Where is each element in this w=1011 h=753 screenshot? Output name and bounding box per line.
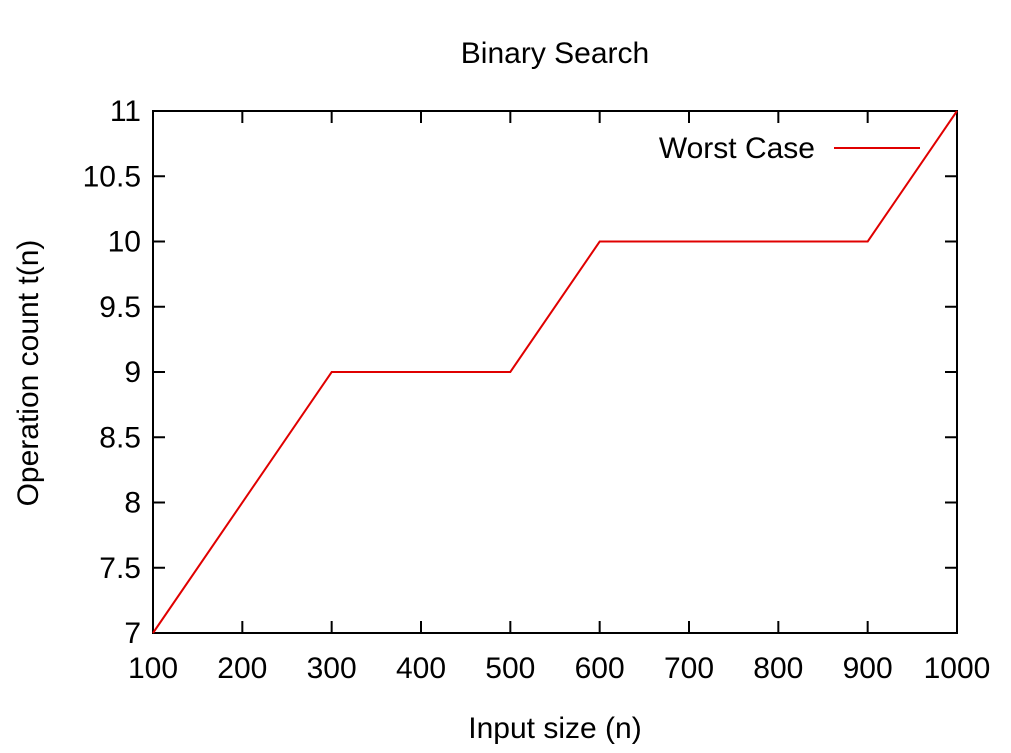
y-tick-label: 7.5 [99, 552, 141, 585]
y-tick-label: 9 [124, 356, 141, 389]
x-tick-label: 200 [217, 652, 267, 685]
y-tick-label: 10 [108, 226, 141, 259]
x-tick-label: 300 [307, 652, 357, 685]
x-tick-label: 900 [843, 652, 893, 685]
x-axis-label: Input size (n) [468, 712, 641, 745]
x-tick-label: 800 [753, 652, 803, 685]
y-tick-label: 7 [124, 617, 141, 650]
x-tick-label: 500 [485, 652, 535, 685]
x-tick-label: 600 [575, 652, 625, 685]
y-tick-label: 10.5 [83, 160, 141, 193]
series-line-0 [152, 110, 958, 634]
plot-area: 100 200 300 400 500 600 700 800 900 1000 7 7.5 8 8.5 9… [83, 95, 991, 685]
legend-label: Worst Case [659, 132, 815, 165]
chart-title: Binary Search [461, 37, 649, 70]
x-tick-label: 400 [396, 652, 446, 685]
y-tick-label: 8 [124, 487, 141, 520]
x-tick-label: 100 [128, 652, 178, 685]
x-tick-label: 700 [664, 652, 714, 685]
y-tick-label: 11 [110, 95, 141, 128]
x-tick-label: 1000 [924, 652, 991, 685]
plot-frame [152, 110, 958, 634]
y-axis-label: Operation count t(n) [12, 240, 45, 507]
y-tick-label: 9.5 [99, 291, 141, 324]
y-tick-label: 8.5 [99, 421, 141, 454]
